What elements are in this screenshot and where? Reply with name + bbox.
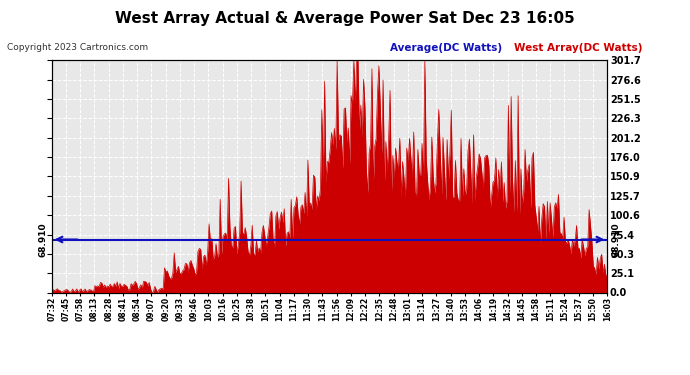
Text: Copyright 2023 Cartronics.com: Copyright 2023 Cartronics.com: [7, 43, 148, 52]
Text: 68.910: 68.910: [39, 222, 48, 257]
Text: West Array(DC Watts): West Array(DC Watts): [514, 43, 642, 53]
Text: 68.910: 68.910: [611, 222, 620, 257]
Text: Average(DC Watts): Average(DC Watts): [390, 43, 502, 53]
Text: West Array Actual & Average Power Sat Dec 23 16:05: West Array Actual & Average Power Sat De…: [115, 11, 575, 26]
